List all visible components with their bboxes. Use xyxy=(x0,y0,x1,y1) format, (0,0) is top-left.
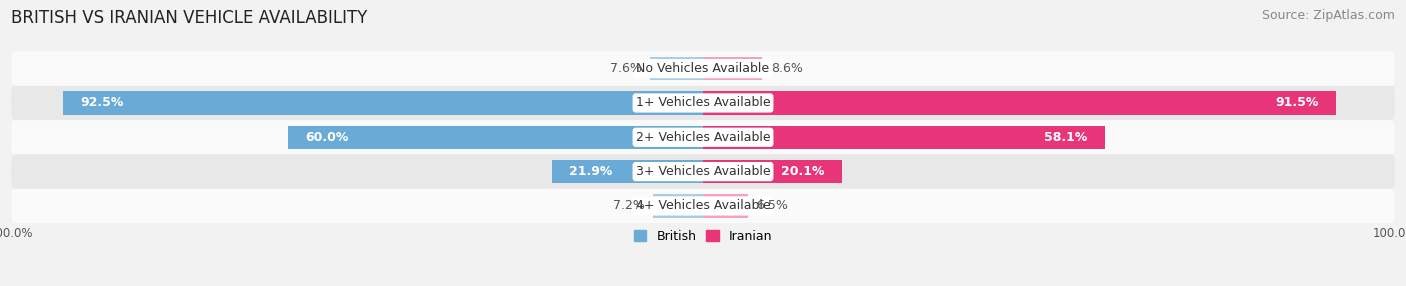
Bar xyxy=(703,194,748,218)
Text: 3+ Vehicles Available: 3+ Vehicles Available xyxy=(636,165,770,178)
FancyBboxPatch shape xyxy=(11,154,1395,189)
Bar xyxy=(654,194,703,218)
Text: 7.2%: 7.2% xyxy=(613,199,645,212)
Text: 1+ Vehicles Available: 1+ Vehicles Available xyxy=(636,96,770,110)
FancyBboxPatch shape xyxy=(11,189,1395,223)
Text: 91.5%: 91.5% xyxy=(1275,96,1319,110)
Bar xyxy=(703,91,1336,115)
Text: 21.9%: 21.9% xyxy=(569,165,612,178)
Text: No Vehicles Available: No Vehicles Available xyxy=(637,62,769,75)
Bar xyxy=(703,126,1105,149)
Bar xyxy=(551,160,703,183)
Text: 6.5%: 6.5% xyxy=(756,199,789,212)
Bar xyxy=(703,57,762,80)
Text: Source: ZipAtlas.com: Source: ZipAtlas.com xyxy=(1261,9,1395,21)
Text: 92.5%: 92.5% xyxy=(80,96,124,110)
Bar xyxy=(288,126,703,149)
Text: 20.1%: 20.1% xyxy=(782,165,825,178)
FancyBboxPatch shape xyxy=(11,120,1395,154)
Text: BRITISH VS IRANIAN VEHICLE AVAILABILITY: BRITISH VS IRANIAN VEHICLE AVAILABILITY xyxy=(11,9,367,27)
Text: 2+ Vehicles Available: 2+ Vehicles Available xyxy=(636,131,770,144)
Legend: British, Iranian: British, Iranian xyxy=(628,225,778,248)
Text: 58.1%: 58.1% xyxy=(1045,131,1088,144)
FancyBboxPatch shape xyxy=(11,86,1395,120)
Text: 8.6%: 8.6% xyxy=(770,62,803,75)
FancyBboxPatch shape xyxy=(11,51,1395,86)
Bar xyxy=(703,160,842,183)
Text: 60.0%: 60.0% xyxy=(305,131,349,144)
Text: 4+ Vehicles Available: 4+ Vehicles Available xyxy=(636,199,770,212)
Bar xyxy=(651,57,703,80)
Bar xyxy=(63,91,703,115)
Text: 7.6%: 7.6% xyxy=(610,62,643,75)
